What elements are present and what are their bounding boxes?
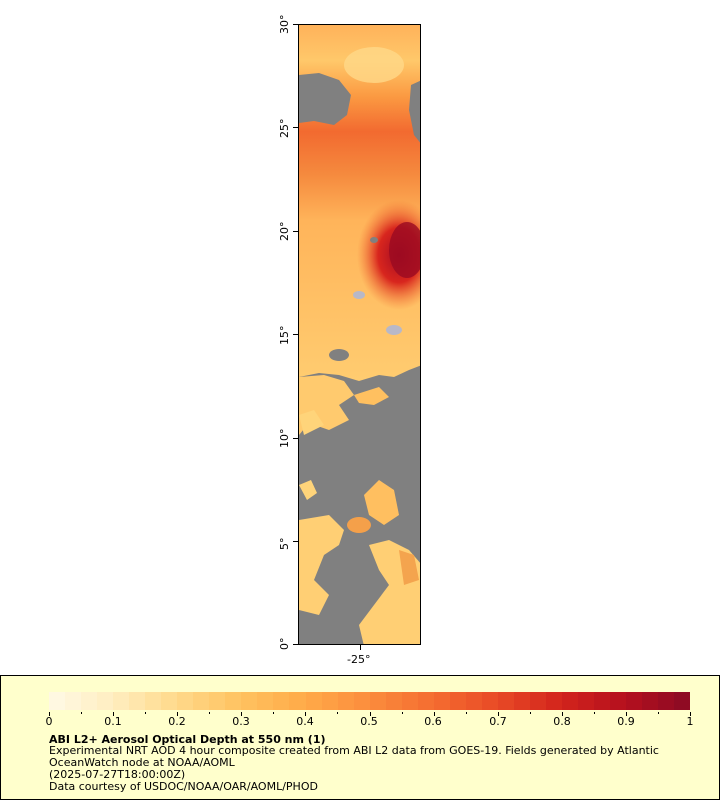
colorbar-label-0.1: 0.1 [104, 715, 122, 728]
colorbar-segment [81, 692, 98, 710]
colorbar-tick [657, 712, 659, 714]
colorbar-segment [674, 692, 691, 710]
colorbar-tick [529, 712, 531, 714]
lat-tick-10 [293, 438, 298, 439]
colorbar-segment [129, 692, 146, 710]
colorbar-segment [305, 692, 322, 710]
colorbar-label-0: 0 [45, 715, 53, 728]
colorbar-segment [658, 692, 675, 710]
colorbar-tick [209, 712, 211, 714]
colorbar-tick [593, 712, 595, 714]
colorbar-label-0.5: 0.5 [360, 715, 378, 728]
colorbar-label-0.6: 0.6 [424, 715, 442, 728]
colorbar-label-0.9: 0.9 [617, 715, 635, 728]
colorbar-tick [49, 712, 50, 716]
colorbar-segment [594, 692, 611, 710]
lat-tick-30 [293, 24, 298, 25]
colorbar-segment [626, 692, 643, 710]
legend-description: Experimental NRT AOD 4 hour composite cr… [49, 744, 659, 769]
colorbar-label-1: 1 [686, 715, 694, 728]
aod-map [298, 24, 421, 645]
lat-tick-5 [293, 541, 298, 542]
colorbar-tick [337, 712, 339, 714]
colorbar-segment [578, 692, 595, 710]
colorbar-segment [433, 692, 450, 710]
colorbar-segment [481, 692, 498, 710]
colorbar-tick [465, 712, 467, 714]
colorbar-segment [385, 692, 402, 710]
colorbar-tick [113, 712, 115, 716]
legend-timestamp: (2025-07-27T18:00:00Z) [49, 768, 186, 781]
lat-tick-15 [293, 334, 298, 335]
lon-tick-25w [360, 645, 361, 650]
lat-tick-25 [293, 127, 298, 128]
colorbar-segment [289, 692, 306, 710]
colorbar-tick [241, 712, 243, 716]
lat-label-10: 10° [278, 428, 291, 449]
aod-field [299, 25, 420, 644]
lat-tick-20 [293, 231, 298, 232]
colorbar-segment [337, 692, 354, 710]
colorbar-tick [145, 712, 147, 714]
lat-label-20: 20° [278, 221, 291, 242]
lon-label-25w: -25° [347, 653, 371, 666]
legend-title: ABI L2+ Aerosol Optical Depth at 550 nm … [49, 733, 326, 746]
colorbar-segment [497, 692, 514, 710]
legend-credit: Data courtesy of USDOC/NOAA/OAR/AOML/PHO… [49, 780, 318, 793]
colorbar-tick [497, 712, 499, 716]
colorbar-segment [225, 692, 242, 710]
colorbar-segment [353, 692, 370, 710]
colorbar-label-0.7: 0.7 [489, 715, 507, 728]
colorbar-segment [241, 692, 258, 710]
colorbar-label-0.2: 0.2 [168, 715, 186, 728]
lat-label-15: 15° [278, 325, 291, 346]
colorbar-segment [161, 692, 178, 710]
lat-tick-0 [293, 644, 298, 645]
colorbar-segment [273, 692, 290, 710]
colorbar-segment [562, 692, 579, 710]
colorbar-segment [193, 692, 210, 710]
colorbar-segment [642, 692, 659, 710]
colorbar-tick [401, 712, 403, 714]
colorbar-tick [561, 712, 563, 716]
legend-panel: 0 0.1 0.2 0.3 0.4 0.5 0.6 0.7 0.8 0.9 1 … [0, 675, 720, 800]
lat-label-5: 5° [278, 537, 291, 551]
colorbar-segment [545, 692, 562, 710]
colorbar-segment [449, 692, 466, 710]
colorbar-tick [433, 712, 435, 716]
colorbar-tick [273, 712, 275, 714]
colorbar-segment [65, 692, 82, 710]
colorbar-segment [369, 692, 386, 710]
lat-label-30: 30° [278, 14, 291, 35]
colorbar-segment [321, 692, 338, 710]
colorbar-segment [257, 692, 274, 710]
colorbar-segment [610, 692, 627, 710]
colorbar-segment [113, 692, 130, 710]
colorbar-label-0.8: 0.8 [553, 715, 571, 728]
colorbar-tick [177, 712, 179, 716]
colorbar-tick [625, 712, 627, 716]
colorbar-segment [401, 692, 418, 710]
colorbar-label-0.3: 0.3 [232, 715, 250, 728]
colorbar-segment [417, 692, 434, 710]
colorbar-tick [305, 712, 307, 716]
colorbar-tick [81, 712, 83, 714]
colorbar-tick [690, 712, 691, 716]
colorbar [49, 692, 691, 710]
colorbar-segment [145, 692, 162, 710]
colorbar-segment [209, 692, 226, 710]
lat-label-25: 25° [278, 118, 291, 139]
colorbar-label-0.4: 0.4 [296, 715, 314, 728]
colorbar-segment [513, 692, 530, 710]
colorbar-segment [529, 692, 546, 710]
lat-label-0: 0° [278, 637, 291, 651]
colorbar-segment [49, 692, 66, 710]
colorbar-tick [369, 712, 371, 716]
colorbar-segment [177, 692, 194, 710]
colorbar-segment [97, 692, 114, 710]
colorbar-segment [465, 692, 482, 710]
